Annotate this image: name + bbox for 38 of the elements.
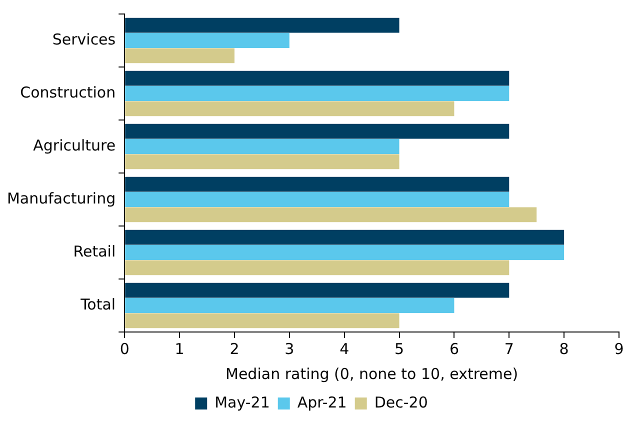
y-tick-label: Manufacturing xyxy=(6,189,116,208)
bar xyxy=(125,124,510,139)
x-tick-label: 2 xyxy=(230,340,240,358)
bar xyxy=(125,33,290,48)
legend-label: Dec-20 xyxy=(374,393,428,412)
y-tick-label: Construction xyxy=(20,83,116,102)
x-tick-label: 6 xyxy=(449,340,459,358)
x-tick-label: 3 xyxy=(284,340,294,358)
x-tick-label: 8 xyxy=(559,340,569,358)
bar xyxy=(125,48,234,64)
bar xyxy=(125,101,454,116)
bar xyxy=(125,298,454,313)
bar xyxy=(125,86,510,101)
x-axis-title: Median rating (0, none to 10, extreme) xyxy=(226,364,518,383)
bar xyxy=(125,245,564,260)
bar xyxy=(125,70,510,86)
y-tick-label: Agriculture xyxy=(33,136,116,154)
bar xyxy=(125,139,400,154)
legend-label: May-21 xyxy=(214,393,270,412)
x-tick-label: 4 xyxy=(340,340,350,358)
y-tick-label: Retail xyxy=(73,242,116,260)
y-tick-label: Total xyxy=(80,295,116,314)
legend-label: Apr-21 xyxy=(297,393,347,412)
bar xyxy=(125,192,510,207)
bar xyxy=(125,282,510,298)
x-tick-label: 9 xyxy=(614,340,624,358)
bar xyxy=(125,313,400,328)
bar xyxy=(125,207,537,222)
bar xyxy=(125,18,400,33)
x-tick-label: 1 xyxy=(174,340,184,358)
bar xyxy=(125,176,510,192)
bar xyxy=(125,230,564,245)
x-tick-label: 0 xyxy=(120,340,130,358)
y-tick-label: Services xyxy=(52,30,116,48)
x-tick-label: 5 xyxy=(394,340,404,358)
bar xyxy=(125,154,400,170)
x-tick-label: 7 xyxy=(504,340,514,358)
bar xyxy=(125,260,510,276)
